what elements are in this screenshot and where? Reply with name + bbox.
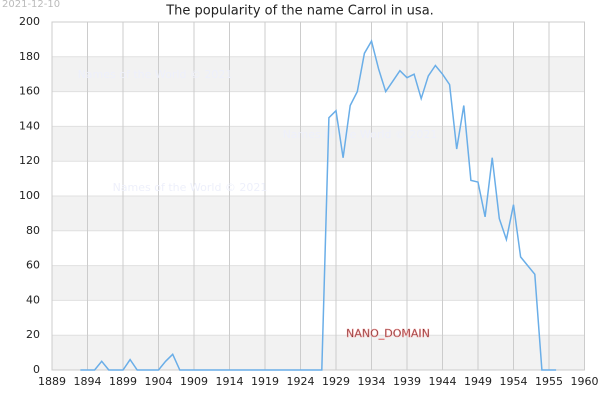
x-tick-label: 1954 <box>500 375 528 388</box>
x-tick-label: 1960 <box>571 375 599 388</box>
y-tick-label: 120 <box>19 154 40 167</box>
x-tick-label: 1934 <box>358 375 386 388</box>
x-tick-label: 1955 <box>535 375 563 388</box>
watermark: Names of the World © 2021 <box>78 68 233 81</box>
x-tick-label: 1939 <box>393 375 421 388</box>
x-tick-label: 1919 <box>251 375 279 388</box>
x-tick-label: 1944 <box>429 375 457 388</box>
grid-band <box>52 196 585 231</box>
x-tick-label: 1904 <box>145 375 173 388</box>
y-tick-label: 100 <box>19 189 40 202</box>
domain-label: NANO_DOMAIN <box>346 327 430 340</box>
y-tick-label: 0 <box>33 363 40 376</box>
y-tick-label: 60 <box>26 259 40 272</box>
grid-band <box>52 56 585 92</box>
x-tick-label: 1924 <box>287 375 315 388</box>
grid-band <box>52 335 585 370</box>
chart-title: The popularity of the name Carrol in usa… <box>165 4 434 19</box>
y-tick-label: 140 <box>19 119 40 132</box>
x-tick-label: 1894 <box>74 375 102 388</box>
x-tick-label: 1899 <box>109 375 137 388</box>
y-tick-label: 160 <box>19 85 40 98</box>
watermark: Names of the World © 2021 <box>283 128 438 141</box>
x-tick-label: 1909 <box>180 375 208 388</box>
x-tick-label: 1949 <box>464 375 492 388</box>
y-tick-label: 80 <box>26 224 40 237</box>
watermark: Names of the World © 2021 <box>113 181 268 194</box>
grid-band <box>52 126 585 162</box>
y-tick-label: 20 <box>26 328 40 341</box>
date-stamp: 2021-12-10 <box>2 0 60 10</box>
x-tick-label: 1889 <box>38 375 66 388</box>
x-tick-label: 1914 <box>216 375 244 388</box>
x-tick-label: 1929 <box>322 375 350 388</box>
y-tick-label: 200 <box>19 15 40 28</box>
data-line <box>80 39 557 371</box>
y-tick-label: 180 <box>19 50 40 63</box>
y-tick-label: 40 <box>26 293 40 306</box>
grid-band <box>52 265 585 301</box>
